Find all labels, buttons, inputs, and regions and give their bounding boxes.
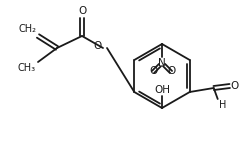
Text: OH: OH: [154, 85, 170, 95]
Text: O: O: [149, 66, 157, 76]
Text: CH₃: CH₃: [18, 63, 36, 73]
Text: H: H: [219, 100, 226, 110]
Text: N: N: [158, 58, 166, 68]
Text: O: O: [78, 6, 86, 16]
Text: O: O: [94, 41, 102, 51]
Text: O: O: [167, 66, 175, 76]
Text: CH₂: CH₂: [18, 24, 36, 34]
Text: O: O: [231, 81, 239, 91]
